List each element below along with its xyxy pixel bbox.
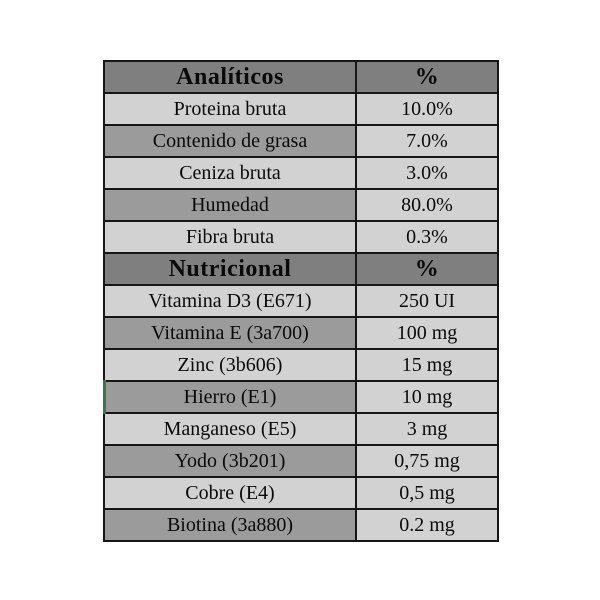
section-header-unit: %	[355, 60, 499, 94]
row-label: Humedad	[103, 188, 357, 222]
row-label: Hierro (E1)	[103, 380, 357, 414]
row-value: 7.0%	[355, 124, 499, 158]
section-header-label: Nutricional	[103, 252, 357, 286]
row-label: Cobre (E4)	[103, 476, 357, 510]
table-row: Vitamina E (3a700) 100 mg	[103, 316, 499, 350]
row-value: 250 UI	[355, 284, 499, 318]
row-label: Proteina bruta	[103, 92, 357, 126]
table-row: Humedad 80.0%	[103, 188, 499, 222]
row-label: Vitamina E (3a700)	[103, 316, 357, 350]
section-header-row: Analíticos%	[103, 60, 499, 94]
row-value: 80.0%	[355, 188, 499, 222]
section-header-row: Nutricional%	[103, 252, 499, 286]
table-row: Manganeso (E5) 3 mg	[103, 412, 499, 446]
nutrition-table: Analíticos% Proteina bruta 10.0% Contenido …	[103, 60, 499, 542]
row-label: Ceniza bruta	[103, 156, 357, 190]
table-row: Biotina (3a880) 0.2 mg	[103, 508, 499, 542]
row-value: 15 mg	[355, 348, 499, 382]
row-value: 0.3%	[355, 220, 499, 254]
row-value: 3 mg	[355, 412, 499, 446]
row-label: Manganeso (E5)	[103, 412, 357, 446]
row-label: Zinc (3b606)	[103, 348, 357, 382]
table-row: Yodo (3b201) 0,75 mg	[103, 444, 499, 478]
table-row: Proteina bruta 10.0%	[103, 92, 499, 126]
row-value: 0.2 mg	[355, 508, 499, 542]
row-label: Biotina (3a880)	[103, 508, 357, 542]
row-label: Vitamina D3 (E671)	[103, 284, 357, 318]
green-accent-mark	[103, 380, 106, 414]
row-value: 10.0%	[355, 92, 499, 126]
nutrition-table-body: Analíticos% Proteina bruta 10.0% Contenido …	[103, 60, 499, 542]
row-value: 0,75 mg	[355, 444, 499, 478]
table-row: Zinc (3b606) 15 mg	[103, 348, 499, 382]
section-header-unit: %	[355, 252, 499, 286]
row-value: 0,5 mg	[355, 476, 499, 510]
table-row: Hierro (E1) 10 mg	[103, 380, 499, 414]
table-row: Ceniza bruta 3.0%	[103, 156, 499, 190]
section-header-label: Analíticos	[103, 60, 357, 94]
row-value: 100 mg	[355, 316, 499, 350]
table-row: Fibra bruta 0.3%	[103, 220, 499, 254]
table-row: Cobre (E4) 0,5 mg	[103, 476, 499, 510]
table-row: Contenido de grasa 7.0%	[103, 124, 499, 158]
row-label: Fibra bruta	[103, 220, 357, 254]
row-label: Contenido de grasa	[103, 124, 357, 158]
table-row: Vitamina D3 (E671) 250 UI	[103, 284, 499, 318]
row-label: Yodo (3b201)	[103, 444, 357, 478]
row-value: 10 mg	[355, 380, 499, 414]
row-value: 3.0%	[355, 156, 499, 190]
